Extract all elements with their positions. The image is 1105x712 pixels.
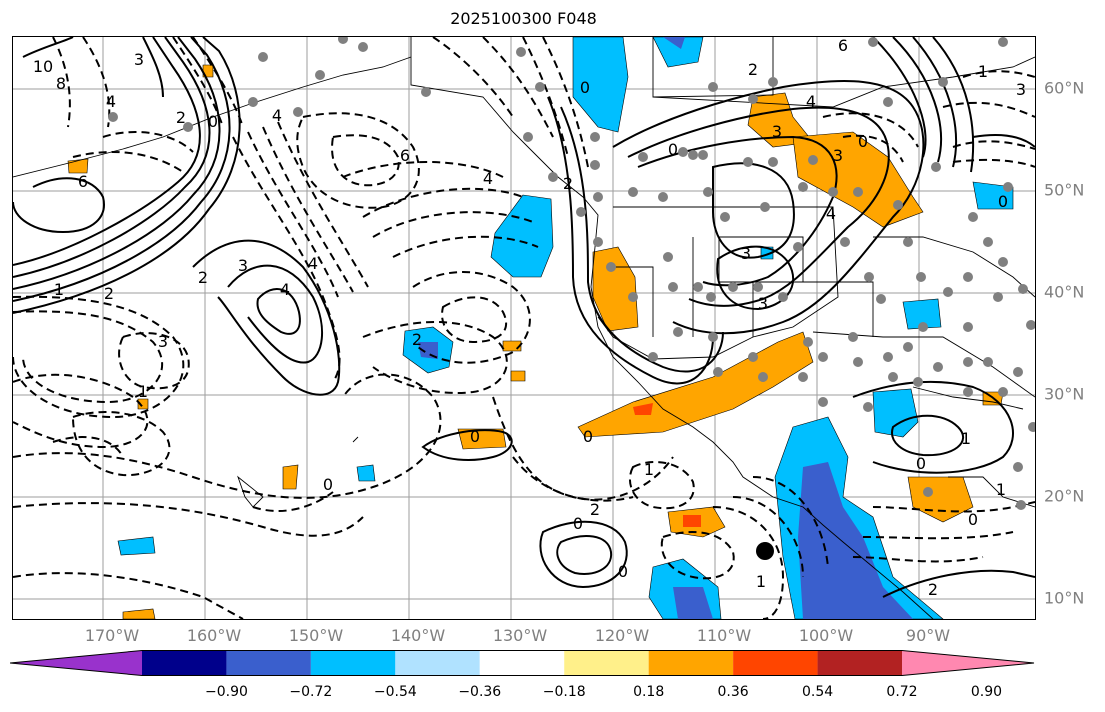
colorbar-segment (479, 650, 565, 676)
contour-label: 3 (772, 122, 782, 141)
colorbar-segment (564, 650, 649, 676)
map-panel: 10 8 4 3 2 4 6 6 4 2 4 3 4 1 2 3 1 0 2 0 2 0 1 0 0 2 0 3 4 3 6 4 3 3 1 0 1 0 2… (12, 36, 1036, 620)
colorbar-tick-label: −0.36 (458, 684, 502, 700)
contour-label: 4 (826, 204, 836, 223)
colorbar-extend-min (10, 650, 142, 676)
colorbar-tick-label: 0.36 (717, 684, 749, 700)
map-title: 2025100300 F048 (450, 9, 597, 28)
coastlines (13, 37, 1035, 619)
lon-label-120w: 120°W (594, 626, 650, 645)
lon-label-160w: 160°W (186, 626, 242, 645)
contour-label: 4 (280, 280, 290, 299)
contour-label: 2 (104, 284, 114, 303)
colorbar-segment (226, 650, 311, 676)
contour-label: 2 (748, 60, 758, 79)
contour-label: 2 (928, 580, 938, 599)
lon-label-170w: 170°W (84, 626, 140, 645)
contour-label: 6 (838, 37, 848, 55)
contour-label: 3 (238, 256, 248, 275)
contour-label: 0 (998, 192, 1008, 211)
lon-label-140w: 140°W (390, 626, 446, 645)
colorbar-segment (733, 650, 818, 676)
positive-anomaly-shading (67, 64, 1004, 619)
contour-label: 0 (208, 112, 218, 131)
colorbar-tick-label: −0.90 (204, 684, 248, 700)
lon-label-150w: 150°W (288, 626, 344, 645)
storm-center-marker (756, 542, 774, 560)
colorbar-segment (817, 650, 902, 676)
contour-label: 0 (470, 427, 480, 446)
colorbar-tick-label: 0.90 (970, 684, 1003, 700)
lat-label-30n: 30°N (1044, 384, 1085, 404)
contour-label: 3 (741, 244, 751, 263)
contour-label: 0 (858, 132, 868, 151)
contour-label: 3 (134, 50, 144, 69)
lat-label-10n: 10°N (1044, 588, 1085, 608)
contour-label: 1 (978, 62, 988, 81)
lon-label-90w: 90°W (905, 626, 951, 645)
contour-label: 2 (412, 330, 422, 349)
lat-label-60n: 60°N (1044, 78, 1085, 98)
contour-label: 1 (138, 382, 148, 401)
contour-label: 3 (1016, 80, 1026, 99)
contour-label: 1 (756, 572, 766, 591)
contour-label: 1 (996, 480, 1006, 499)
contour-label: 8 (56, 74, 66, 93)
contour-label: 1 (961, 429, 971, 448)
contour-label: 4 (308, 254, 318, 273)
contour-label: 1 (644, 460, 654, 479)
colorbar-segment (310, 650, 396, 676)
colorbar-tick-label: 0.18 (633, 684, 665, 700)
colorbar-tick-label: −0.54 (373, 684, 417, 700)
colorbar-extend-max (902, 650, 1034, 676)
contour-label: 0 (583, 427, 593, 446)
solid-contours (13, 37, 1035, 598)
colorbar-segments (10, 650, 1034, 676)
colorbar-segment (395, 650, 480, 676)
contour-label: 3 (758, 294, 768, 313)
contour-label: 0 (618, 562, 628, 581)
colorbar-tick-label: 0.72 (886, 684, 918, 700)
contour-label: 4 (106, 92, 116, 111)
contour-label: 3 (158, 332, 168, 351)
contour-label: 0 (968, 510, 978, 529)
lon-label-130w: 130°W (492, 626, 548, 645)
contour-label: 1 (54, 280, 64, 299)
contour-label: 0 (573, 514, 583, 533)
contour-label: 10 (33, 57, 53, 76)
negative-anomaly-shading (117, 37, 1014, 619)
lat-label-20n: 20°N (1044, 486, 1085, 506)
contour-label: 3 (833, 146, 843, 165)
lat-label-40n: 40°N (1044, 282, 1085, 302)
colorbar-segment (142, 650, 227, 676)
colorbar-tick-label: −0.72 (289, 684, 333, 700)
lon-label-110w: 110°W (696, 626, 752, 645)
graticule (13, 37, 1035, 619)
contour-label: 2 (563, 174, 573, 193)
contour-label: 0 (916, 454, 926, 473)
contour-label: 4 (806, 92, 816, 111)
contour-label: 4 (483, 169, 493, 188)
colorbar-tick-label: 0.54 (801, 684, 834, 700)
contour-label: 6 (400, 146, 410, 165)
contour-label: 0 (580, 78, 590, 97)
colorbar-segment (648, 650, 734, 676)
contour-label: 2 (590, 500, 600, 519)
contour-label: 0 (323, 475, 333, 494)
contour-label: 0 (668, 140, 678, 159)
colorbar-tick-label: −0.18 (542, 684, 586, 700)
contour-label: 4 (272, 106, 282, 125)
lat-label-50n: 50°N (1044, 180, 1085, 200)
contour-label: 2 (176, 108, 186, 127)
station-markers (108, 37, 1035, 510)
lon-label-100w: 100°W (798, 626, 854, 645)
dashed-contours (13, 37, 1035, 619)
colorbar (10, 650, 1035, 676)
contour-label: 2 (198, 268, 208, 287)
contour-label: 6 (78, 172, 88, 191)
